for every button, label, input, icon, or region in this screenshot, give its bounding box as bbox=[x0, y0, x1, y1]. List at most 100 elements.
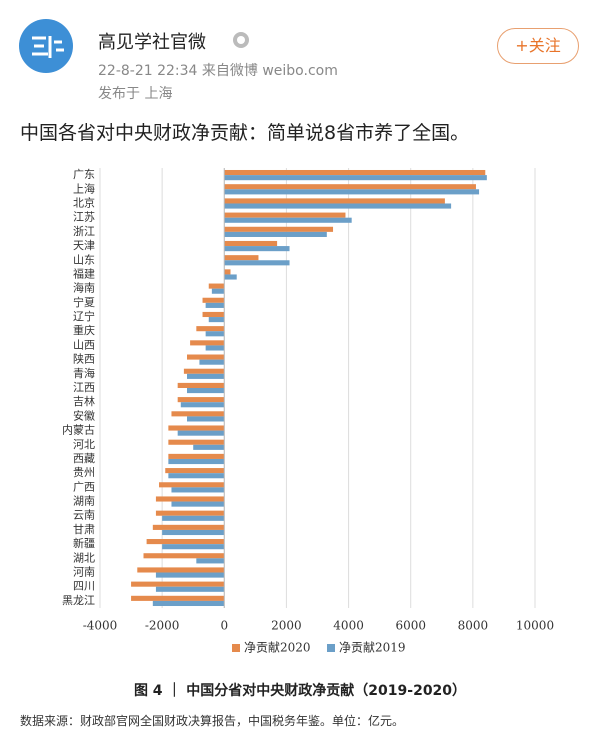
bar bbox=[224, 212, 346, 218]
y-tick-label: 内蒙古 bbox=[62, 423, 95, 437]
bar bbox=[224, 184, 476, 190]
bar bbox=[211, 288, 225, 294]
bar bbox=[208, 283, 225, 289]
y-tick-label: 吉林 bbox=[73, 394, 95, 408]
y-tick-label: 宁夏 bbox=[73, 295, 95, 309]
bar bbox=[187, 388, 225, 394]
bar bbox=[205, 345, 225, 351]
bar bbox=[171, 411, 225, 417]
bar bbox=[224, 269, 231, 275]
y-tick-label: 四川 bbox=[73, 580, 95, 593]
bar bbox=[152, 600, 225, 607]
bar bbox=[224, 274, 237, 280]
bar bbox=[155, 510, 225, 516]
post-text: 中国各省对中央财政净贡献：简单说8省市养了全国。 bbox=[20, 122, 470, 144]
x-tick-label: 0 bbox=[220, 619, 228, 633]
y-tick-label: 山东 bbox=[73, 253, 95, 266]
y-tick-label: 陕西 bbox=[73, 352, 95, 366]
bar bbox=[152, 524, 225, 530]
bar bbox=[165, 468, 225, 474]
bar bbox=[171, 487, 225, 493]
bar bbox=[202, 311, 225, 318]
source-note: 数据来源：财政部官网全国财政决算报告，中国税务年鉴。单位：亿元。 bbox=[20, 714, 405, 728]
bar bbox=[224, 217, 352, 223]
bar bbox=[224, 231, 327, 237]
y-tick-label: 湖南 bbox=[73, 495, 95, 508]
bar bbox=[155, 496, 225, 502]
bar bbox=[159, 482, 225, 488]
y-tick-label: 新疆 bbox=[73, 536, 95, 550]
bar bbox=[177, 430, 225, 436]
bar bbox=[193, 444, 225, 450]
legend-label: 净贡献2019 bbox=[339, 640, 406, 655]
bar bbox=[131, 581, 225, 587]
avatar[interactable] bbox=[18, 18, 74, 74]
bar bbox=[224, 226, 334, 232]
bar bbox=[177, 397, 225, 403]
bar bbox=[196, 326, 225, 332]
x-tick-label: 2000 bbox=[271, 619, 302, 633]
bar bbox=[171, 501, 225, 507]
bar bbox=[168, 425, 225, 431]
post-time: 22-8-21 22:34 来自微博 weibo.com bbox=[98, 63, 338, 79]
bar bbox=[162, 544, 225, 550]
y-tick-label: 黑龙江 bbox=[62, 594, 95, 607]
y-tick-label: 江苏 bbox=[73, 211, 95, 224]
bar bbox=[168, 473, 225, 479]
bar bbox=[155, 572, 225, 578]
x-tick-label: 4000 bbox=[333, 619, 364, 633]
bar bbox=[183, 368, 225, 374]
bar bbox=[168, 439, 225, 445]
verified-badge bbox=[233, 32, 249, 48]
follow-button[interactable]: +关注 bbox=[497, 28, 579, 64]
post-location: 发布于 上海 bbox=[98, 86, 173, 102]
bar bbox=[202, 297, 225, 303]
bar bbox=[224, 198, 445, 204]
x-tick-label: 8000 bbox=[458, 619, 489, 633]
bar bbox=[199, 359, 225, 365]
y-tick-label: 湖北 bbox=[73, 551, 95, 564]
bar bbox=[177, 382, 225, 388]
bar bbox=[168, 458, 225, 465]
bar bbox=[187, 416, 225, 422]
bar bbox=[224, 175, 487, 181]
bar bbox=[224, 240, 278, 247]
y-tick-label: 云南 bbox=[73, 509, 95, 522]
y-tick-label: 河南 bbox=[73, 566, 95, 579]
bar bbox=[187, 354, 225, 360]
y-tick-label: 山西 bbox=[73, 338, 95, 351]
x-tick-label: -4000 bbox=[83, 619, 118, 633]
bar bbox=[224, 189, 480, 195]
bar bbox=[224, 260, 290, 266]
bar bbox=[146, 539, 225, 545]
figure-caption: 图 4 ｜ 中国分省对中央财政净贡献（2019-2020） bbox=[133, 683, 467, 699]
y-tick-label: 天津 bbox=[73, 239, 95, 252]
bar bbox=[137, 567, 225, 573]
x-tick-label: -2000 bbox=[145, 619, 180, 633]
bar bbox=[208, 317, 225, 323]
y-tick-label: 广东 bbox=[73, 168, 95, 181]
x-tick-label: 10000 bbox=[516, 619, 554, 633]
x-tick-label: 6000 bbox=[395, 619, 426, 633]
user-name[interactable]: 高见学社官微 bbox=[98, 32, 206, 53]
y-tick-label: 辽宁 bbox=[73, 309, 95, 323]
chart: -4000 -2000 0 2000 4000 6000 8000 10000 广东上海北京江苏… bbox=[62, 168, 554, 655]
bar bbox=[224, 246, 290, 252]
bar bbox=[168, 453, 225, 459]
y-tick-label: 广西 bbox=[73, 480, 95, 493]
y-tick-label: 贵州 bbox=[73, 466, 95, 479]
bar bbox=[224, 255, 259, 261]
bar bbox=[224, 203, 452, 209]
y-tick-label: 北京 bbox=[73, 195, 95, 209]
bar bbox=[143, 553, 225, 559]
bar bbox=[131, 595, 225, 601]
legend-label: 净贡献2020 bbox=[244, 640, 311, 655]
bar bbox=[162, 515, 225, 521]
y-tick-label: 江西 bbox=[73, 381, 95, 394]
legend-swatch bbox=[327, 644, 335, 652]
y-tick-label: 上海 bbox=[73, 181, 95, 195]
bar bbox=[205, 302, 225, 308]
bar bbox=[162, 529, 225, 536]
y-tick-label: 重庆 bbox=[73, 323, 95, 337]
